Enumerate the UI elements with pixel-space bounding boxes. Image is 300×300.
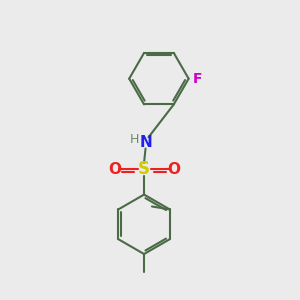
Text: H: H — [130, 133, 139, 146]
Text: F: F — [193, 72, 203, 86]
Text: N: N — [139, 135, 152, 150]
Text: O: O — [108, 162, 121, 177]
Text: S: S — [138, 160, 150, 178]
Text: O: O — [167, 162, 180, 177]
